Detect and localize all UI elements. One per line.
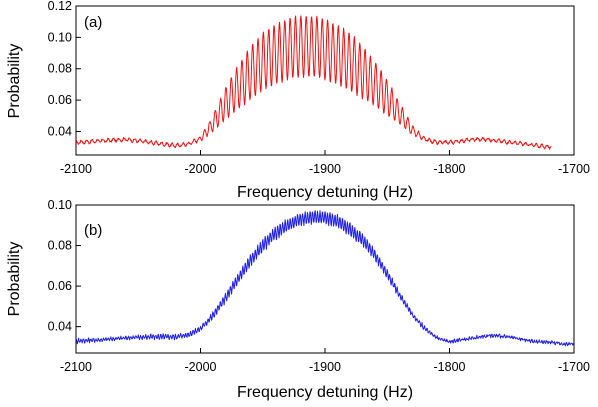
panel-a-y-tick-label: 0.08 <box>48 62 72 76</box>
panel-a-y-tick-label: 0.10 <box>48 30 72 44</box>
panel-b-x-tick-label: -1900 <box>309 360 341 374</box>
panel-a-x-tick-label: -1700 <box>558 162 590 176</box>
panel-a-x-tick-label: -2000 <box>185 162 217 176</box>
panel-b-frame <box>75 204 575 354</box>
panel-b-y-tick-label: 0.06 <box>48 279 72 293</box>
panel-b-x-axis-title: Frequency detuning (Hz) <box>237 384 413 401</box>
panel-a-x-tick-label: -2100 <box>60 162 92 176</box>
panel-b-x-tick-label: -2000 <box>185 360 217 374</box>
panel-a-x-ticks: -2100 -2000 -1900 -1800 -1700 <box>60 150 590 176</box>
panel-a-series-line <box>75 15 552 150</box>
panel-a-x-axis-title: Frequency detuning (Hz) <box>237 184 413 201</box>
panel-a-y-tick-label: 0.04 <box>48 124 72 138</box>
panel-a-y-tick-label: 0.12 <box>48 0 72 13</box>
panel-b-x-ticks: -2100 -2000 -1900 -1800 -1700 <box>60 348 590 374</box>
panel-a: -2100 -2000 -1900 -1800 -1700 0.040.060.080.… <box>6 0 590 201</box>
panel-b-y-tick-label: 0.04 <box>48 320 72 334</box>
panel-a-y-tick-label: 0.06 <box>48 93 72 107</box>
panel-b-x-tick-label: -1700 <box>558 360 590 374</box>
panel-a-y-ticks: 0.04 0.06 0.08 0.10 0.12 <box>48 0 81 138</box>
panel-b-series-line <box>75 210 575 347</box>
panel-a-x-tick-label: -1900 <box>309 162 341 176</box>
panel-a-label: (a) <box>84 14 102 31</box>
panel-b-x-tick-label: -2100 <box>60 360 92 374</box>
panel-b-x-tick-label: -1800 <box>434 360 466 374</box>
panel-b: -2100 -2000 -1900 -1800 -1700 0.040.060.080.… <box>6 198 590 401</box>
panel-a-x-tick-label: -1800 <box>434 162 466 176</box>
panel-b-label: (b) <box>84 222 102 239</box>
panel-b-y-axis-title: Probability <box>6 242 23 317</box>
panel-b-y-ticks: 0.04 0.06 0.08 0.10 <box>48 198 81 334</box>
panel-a-frame <box>75 5 575 156</box>
panel-b-y-tick-label: 0.10 <box>48 198 72 212</box>
panel-b-y-tick-label: 0.08 <box>48 239 72 253</box>
panel-a-y-axis-title: Probability <box>6 44 23 119</box>
